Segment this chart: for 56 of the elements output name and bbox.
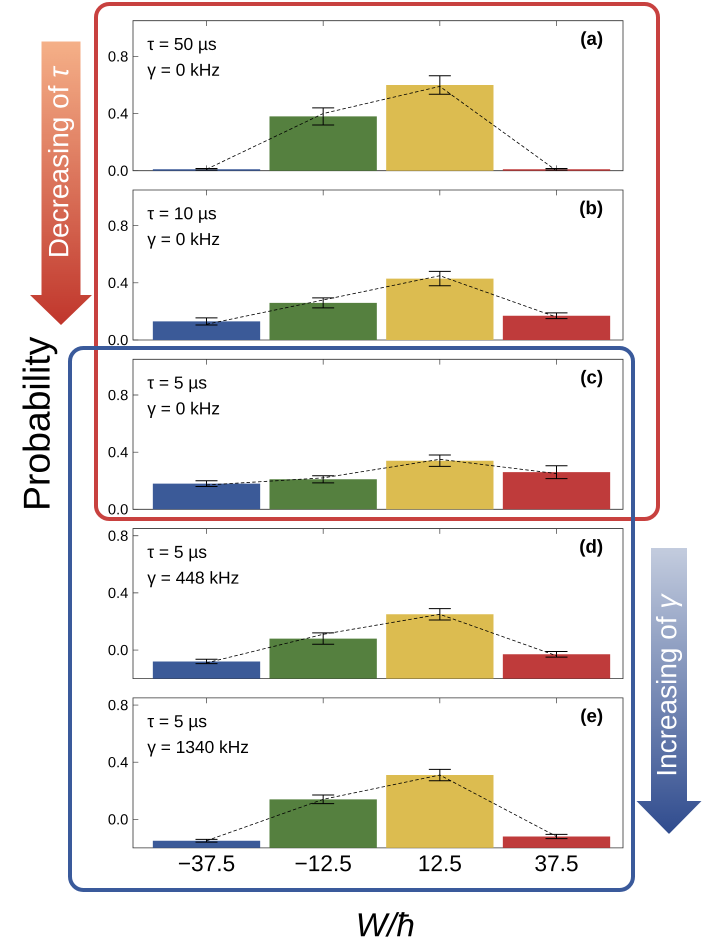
annotation: γ = 1340 kHz bbox=[147, 740, 248, 757]
y-tick-label: 0.0 bbox=[108, 334, 128, 346]
x-tick-label: −37.5 bbox=[178, 855, 234, 872]
y-tick-label: 0.0 bbox=[108, 644, 128, 656]
bar bbox=[386, 278, 494, 340]
y-tick-label: 0.4 bbox=[108, 278, 128, 288]
bar bbox=[152, 840, 260, 848]
bar bbox=[152, 321, 260, 340]
annotation: τ = 5 µs bbox=[148, 376, 206, 392]
y-tick-label: 0.8 bbox=[108, 220, 128, 231]
annotation: γ = 0 kHz bbox=[147, 63, 220, 80]
x-tick-label: 37.5 bbox=[535, 855, 578, 872]
bar bbox=[269, 479, 377, 510]
bar bbox=[269, 116, 377, 171]
x-axis-title: W/ħ bbox=[358, 912, 414, 937]
x-tick-label: 12.5 bbox=[420, 855, 461, 872]
text: (e) bbox=[581, 708, 602, 726]
y-tick-label: 0.0 bbox=[108, 504, 128, 514]
bar bbox=[386, 614, 494, 679]
bar bbox=[502, 654, 610, 679]
y-tick-label: 0.8 bbox=[108, 530, 128, 541]
y-axis-title: Probability bbox=[22, 336, 58, 508]
text: Increasing of γ bbox=[656, 593, 682, 774]
bar bbox=[502, 316, 610, 340]
annotation: γ = 0 kHz bbox=[147, 232, 220, 249]
text: (b) bbox=[580, 200, 602, 218]
y-tick-label: 0.4 bbox=[108, 757, 128, 768]
x-tick-label: −12.5 bbox=[296, 855, 351, 872]
annotation: γ = 0 kHz bbox=[147, 402, 220, 418]
y-tick-label: 0.8 bbox=[108, 51, 128, 62]
text: Decreasing of τ bbox=[48, 66, 74, 256]
y-tick-label: 0.4 bbox=[108, 588, 128, 598]
text: (c) bbox=[581, 370, 602, 388]
text: (d) bbox=[580, 539, 602, 557]
bar bbox=[386, 775, 494, 848]
bar bbox=[502, 836, 610, 848]
bar bbox=[269, 638, 377, 679]
bar bbox=[269, 302, 377, 340]
bar bbox=[152, 661, 260, 679]
y-tick-label: 0.0 bbox=[108, 166, 128, 176]
annotation: τ = 50 µs bbox=[148, 38, 216, 54]
y-tick-label: 0.4 bbox=[108, 446, 128, 458]
annotation: τ = 5 µs bbox=[148, 715, 206, 731]
y-tick-label: 0.4 bbox=[108, 108, 128, 119]
y-tick-label: 0.8 bbox=[108, 700, 128, 710]
annotation: τ = 5 µs bbox=[148, 546, 206, 562]
annotation: τ = 10 µs bbox=[148, 207, 216, 223]
bar bbox=[502, 472, 610, 510]
y-tick-label: 0.8 bbox=[108, 390, 128, 400]
text: (a) bbox=[581, 31, 602, 49]
bar bbox=[152, 484, 260, 510]
bar bbox=[386, 460, 494, 510]
annotation: γ = 448 kHz bbox=[147, 571, 238, 588]
bar bbox=[386, 84, 494, 171]
bar bbox=[269, 799, 377, 848]
y-tick-label: 0.0 bbox=[108, 814, 128, 825]
